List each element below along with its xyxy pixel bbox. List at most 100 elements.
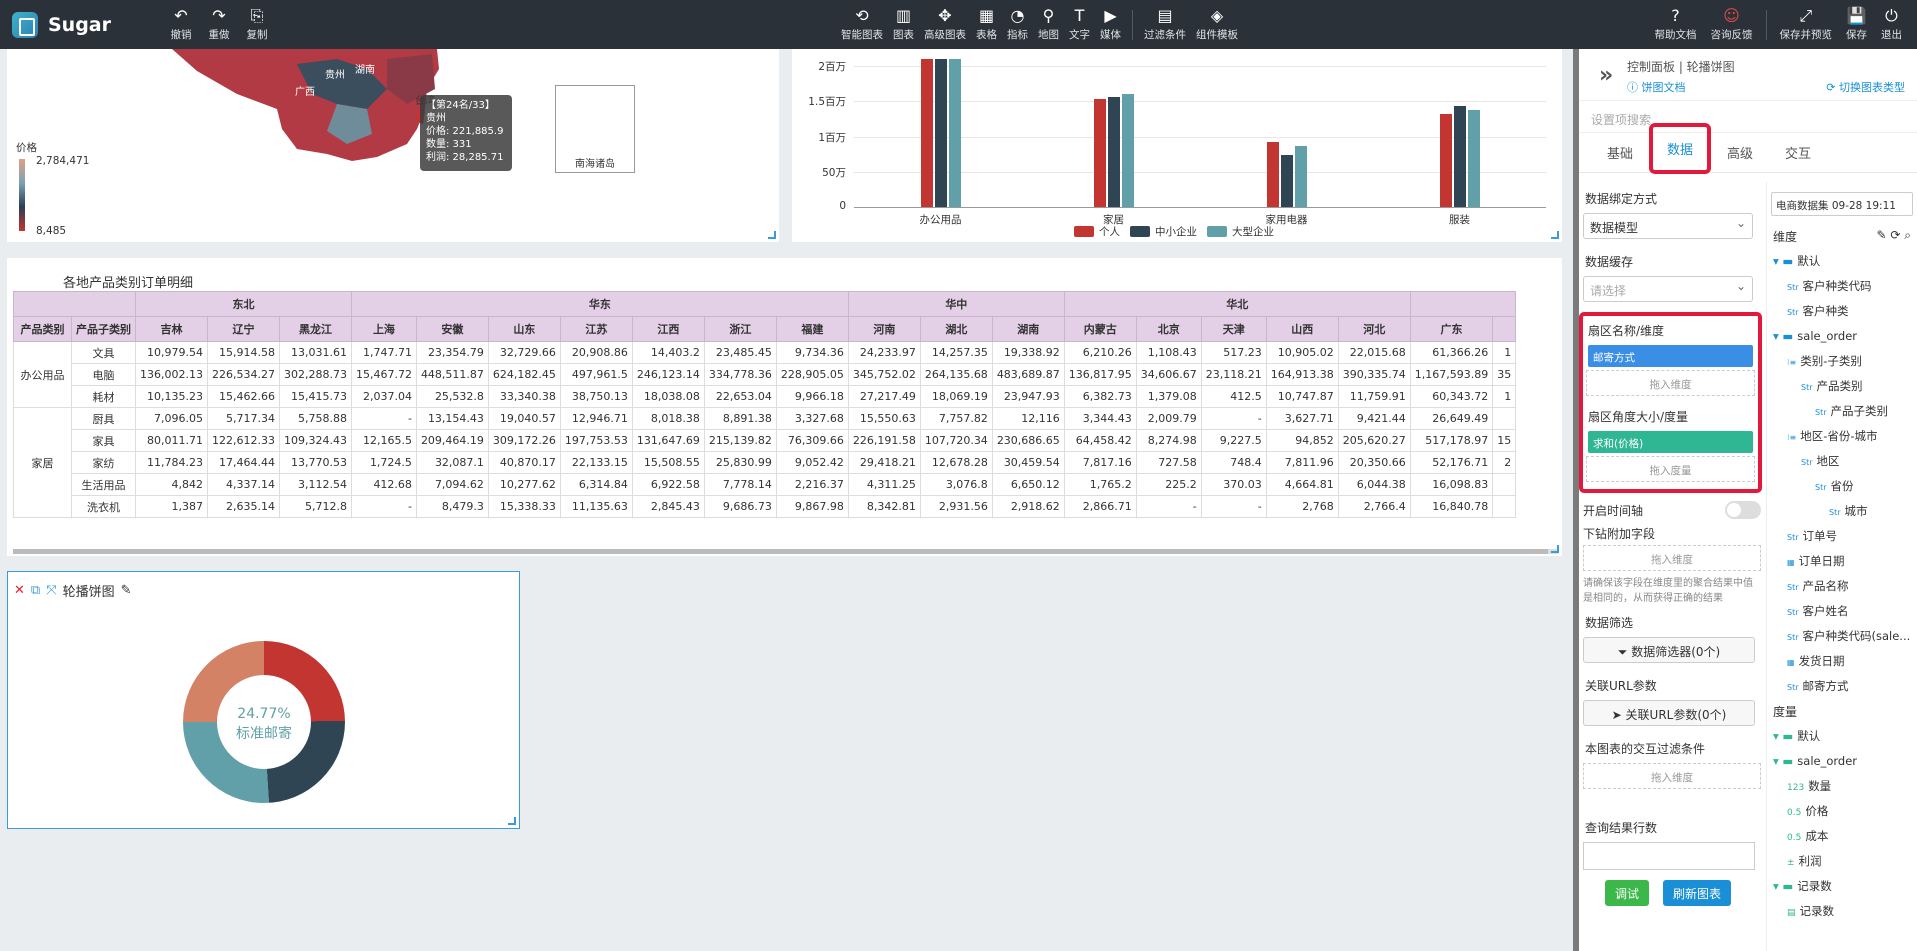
- copy-icon[interactable]: ⧉: [30, 583, 41, 598]
- field-item-dec[interactable]: 0.5 价格: [1767, 799, 1917, 824]
- sector-name-pill[interactable]: 邮寄方式: [1588, 345, 1753, 367]
- toolbar-button-right-3[interactable]: 💾 保存: [1839, 0, 1874, 49]
- debug-button[interactable]: 调试: [1605, 880, 1650, 906]
- sector-size-pill[interactable]: 求和(价格): [1588, 431, 1753, 453]
- column-header[interactable]: 浙江: [703, 316, 777, 342]
- column-header[interactable]: 江苏: [559, 316, 633, 342]
- toolbar-button-center-5[interactable]: ⚲ 地图: [1033, 0, 1064, 49]
- resize-handle[interactable]: [508, 817, 516, 825]
- toolbar-button-center-6[interactable]: T 文字: [1064, 0, 1095, 49]
- tab-interaction[interactable]: 交互: [1785, 147, 1812, 162]
- table-row[interactable]: 生活用品 4,842 4,337.14 3,112.54 412.68 7,094.62 1…: [14, 473, 1517, 496]
- field-item-str[interactable]: Str 产品类别: [1767, 374, 1917, 399]
- bar-3-0[interactable]: [1439, 113, 1452, 207]
- column-header[interactable]: 山西: [1265, 316, 1339, 342]
- column-header[interactable]: 福建: [775, 316, 849, 342]
- column-header[interactable]: 江西: [631, 316, 705, 342]
- field-item-dec[interactable]: 0.5 成本: [1767, 824, 1917, 849]
- column-header[interactable]: 上海: [350, 316, 417, 342]
- field-item-str[interactable]: Str 省份: [1767, 474, 1917, 499]
- column-header[interactable]: 产品子类别: [71, 316, 136, 342]
- edit-icon[interactable]: ✎: [1876, 228, 1887, 242]
- settings-search-input[interactable]: 设置项搜索: [1579, 103, 1917, 133]
- dataset-select[interactable]: 电商数据集 09-28 19:11: [1771, 192, 1913, 216]
- column-header[interactable]: 广东: [1409, 316, 1494, 342]
- bar-2-2[interactable]: [1294, 146, 1307, 207]
- field-item-str[interactable]: Str 客户种类代码(sale...: [1767, 624, 1917, 649]
- toolbar-button-center-3[interactable]: ▦ 表格: [971, 0, 1002, 49]
- tab-basic[interactable]: 基础: [1607, 147, 1634, 162]
- resize-handle[interactable]: [1551, 545, 1559, 553]
- resize-handle[interactable]: [1551, 231, 1559, 239]
- edit-pencil-icon[interactable]: ✎: [120, 583, 132, 598]
- column-header[interactable]: 内蒙古: [1063, 316, 1137, 342]
- column-header[interactable]: 辽宁: [206, 316, 280, 342]
- field-item-date[interactable]: ▦ 发货日期: [1767, 649, 1917, 674]
- binding-select[interactable]: 数据模型: [1583, 213, 1753, 239]
- sector-size-drop[interactable]: 拖入度量: [1586, 456, 1755, 482]
- search-icon[interactable]: ⌕: [1904, 228, 1911, 242]
- table-row[interactable]: 洗衣机 1,387 2,635.14 5,712.8-8,479.3 15,338.33…: [14, 495, 1517, 518]
- table-row[interactable]: 办公用品 文具 10,979.54 15,914.58 13,031.61 1,747.7…: [13, 341, 1517, 408]
- table-row[interactable]: 耗材 10,135.23 15,462.66 15,415.73 2,037.04 25,…: [14, 385, 1517, 408]
- tab-advanced[interactable]: 高级: [1727, 147, 1754, 162]
- legend-item-0[interactable]: 个人: [1074, 224, 1120, 239]
- table-row[interactable]: 家纺 11,784.23 17,464.44 13,770.53 1,724.5 32,0…: [14, 451, 1517, 474]
- field-item-str[interactable]: Str 订单号: [1767, 524, 1917, 549]
- table-row[interactable]: 家具 80,011.71 122,612.33 109,324.43 12,165.5 2…: [14, 429, 1517, 452]
- carousel-pie-card[interactable]: ✕ ⧉ ⤧ 轮播饼图 ✎ 24.77% 标准邮寄: [7, 571, 520, 829]
- data-filter-button[interactable]: ⏷ 数据筛选器(0个): [1583, 637, 1755, 663]
- field-item-str[interactable]: Str 产品名称: [1767, 574, 1917, 599]
- china-map[interactable]: [7, 49, 779, 242]
- toolbar-button-right-2[interactable]: ⤢ 保存并预览: [1773, 0, 1840, 49]
- column-header[interactable]: 河南: [847, 316, 921, 342]
- column-header[interactable]: 吉林: [135, 316, 208, 342]
- tab-data[interactable]: 数据: [1649, 123, 1712, 174]
- scrollbar-thumb[interactable]: [13, 549, 1548, 554]
- legend-item-1[interactable]: 中小企业: [1130, 224, 1197, 239]
- refresh-icon[interactable]: ⟳: [1890, 228, 1901, 242]
- table-scroll-area[interactable]: 东北 华东 华中 华北 产品类别 产品子类别 吉林 辽宁 黑龙江 上海 安徽 山东 江苏 江西 浙江 福建 河南…: [13, 291, 1558, 553]
- toolbar-button-center-9[interactable]: ◈ 组件模板: [1191, 0, 1243, 49]
- timeline-toggle[interactable]: [1725, 501, 1761, 519]
- column-header[interactable]: 山东: [487, 316, 561, 342]
- delete-icon[interactable]: ✕: [14, 583, 25, 598]
- toolbar-button-center-1[interactable]: ▥ 图表: [888, 0, 919, 49]
- toolbar-button-right-4[interactable]: ⏻ 退出: [1874, 0, 1909, 49]
- horizontal-scrollbar[interactable]: [13, 549, 1558, 554]
- column-header[interactable]: 天津: [1200, 316, 1267, 342]
- field-item-folder[interactable]: ▾ ▬ 默认: [1767, 249, 1917, 274]
- bar-3-2[interactable]: [1467, 110, 1480, 207]
- interact-filter-drop[interactable]: 拖入维度: [1583, 763, 1761, 789]
- column-header[interactable]: 北京: [1135, 316, 1202, 342]
- field-item-rec[interactable]: ▤ 记录数: [1767, 899, 1917, 924]
- bar-0-0[interactable]: [920, 59, 933, 207]
- sector-name-drop[interactable]: 拖入维度: [1586, 370, 1755, 396]
- table-row[interactable]: 电脑 136,002.13 226,534.27 302,288.73 15,467.7…: [14, 363, 1517, 386]
- url-param-button[interactable]: ➤ 关联URL参数(0个): [1583, 700, 1755, 726]
- field-item-str[interactable]: Str 地区: [1767, 449, 1917, 474]
- collapse-panel-icon[interactable]: »: [1599, 63, 1614, 88]
- panel-splitter[interactable]: [1573, 49, 1579, 951]
- column-header[interactable]: 安徽: [415, 316, 489, 342]
- resize-handle[interactable]: [768, 231, 776, 239]
- toolbar-button-center-0[interactable]: ⟲ 智能图表: [836, 0, 888, 49]
- toolbar-button-right-0[interactable]: ? 帮助文档: [1648, 0, 1704, 49]
- toolbar-button-center-7[interactable]: ▶ 媒体: [1095, 0, 1126, 49]
- map-region-east[interactable]: [387, 54, 435, 104]
- bar-2-1[interactable]: [1280, 154, 1293, 207]
- column-header[interactable]: 河北: [1337, 316, 1411, 342]
- field-item-calc[interactable]: ± 利润: [1767, 849, 1917, 874]
- table-row[interactable]: 家居 厨具 7,096.05 5,717.34 5,758.88-13,154.43 19…: [13, 407, 1517, 518]
- expand-icon[interactable]: ⤧: [46, 583, 57, 598]
- toolbar-button-center-4[interactable]: ◔ 指标: [1002, 0, 1033, 49]
- bar-2-0[interactable]: [1266, 142, 1279, 207]
- refresh-chart-button[interactable]: 刷新图表: [1663, 880, 1732, 906]
- field-item-str[interactable]: Str 产品子类别: [1767, 399, 1917, 424]
- field-item-str[interactable]: Str 邮寄方式: [1767, 674, 1917, 699]
- legend-item-2[interactable]: 大型企业: [1207, 224, 1274, 239]
- toolbar-button-center-8[interactable]: ▤ 过滤条件: [1139, 0, 1191, 49]
- cache-select[interactable]: 请选择: [1583, 276, 1753, 302]
- column-header[interactable]: 湖南: [991, 316, 1065, 342]
- toolbar-button-right-1[interactable]: ☺ 咨询反馈: [1704, 0, 1760, 49]
